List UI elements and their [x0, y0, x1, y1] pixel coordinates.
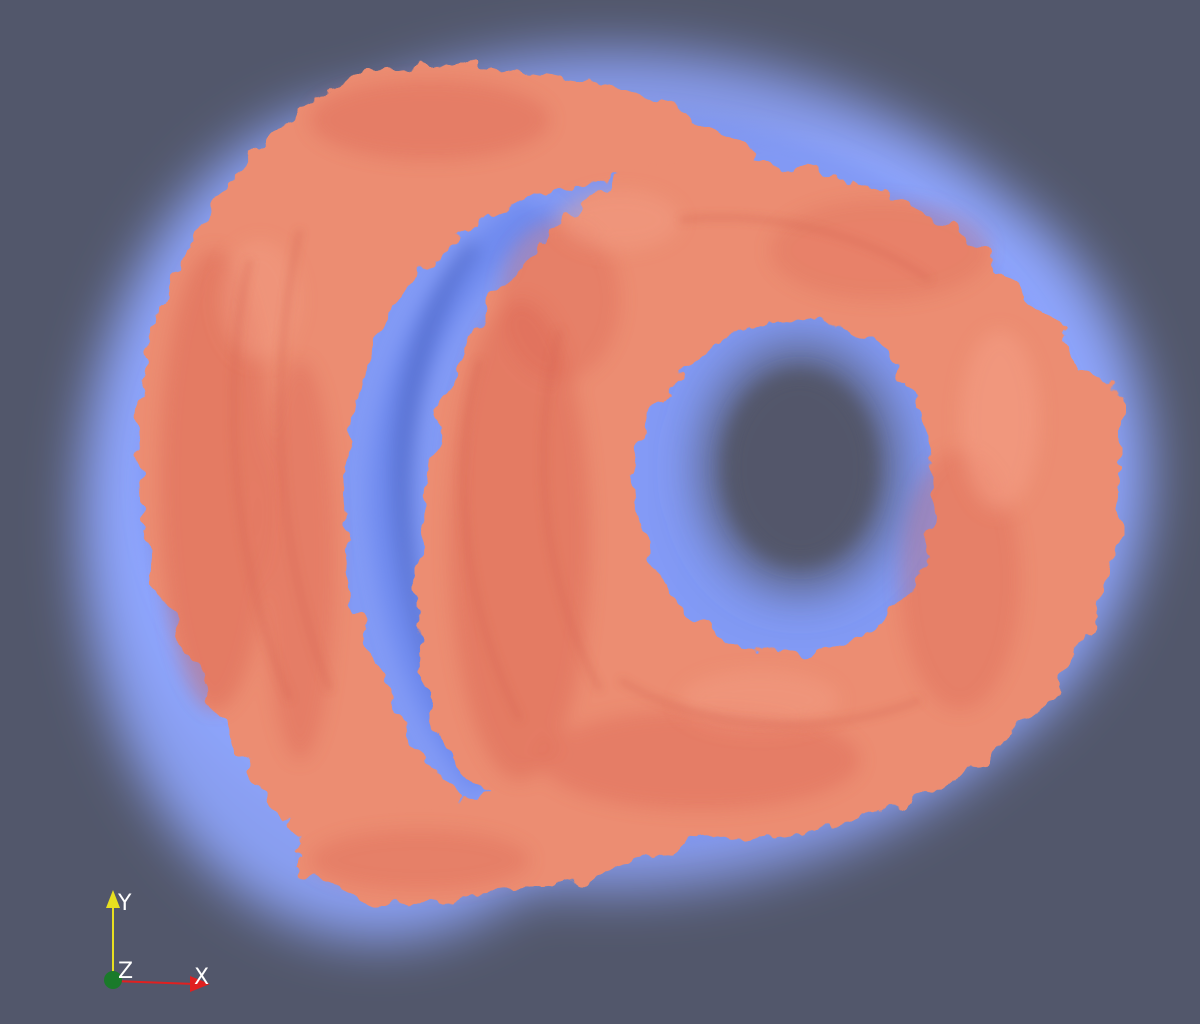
tissue-ridges: [230, 214, 932, 728]
ring-hole-core: [725, 373, 875, 563]
ring-gap: [369, 200, 560, 790]
right-fragment: [1060, 370, 1120, 570]
